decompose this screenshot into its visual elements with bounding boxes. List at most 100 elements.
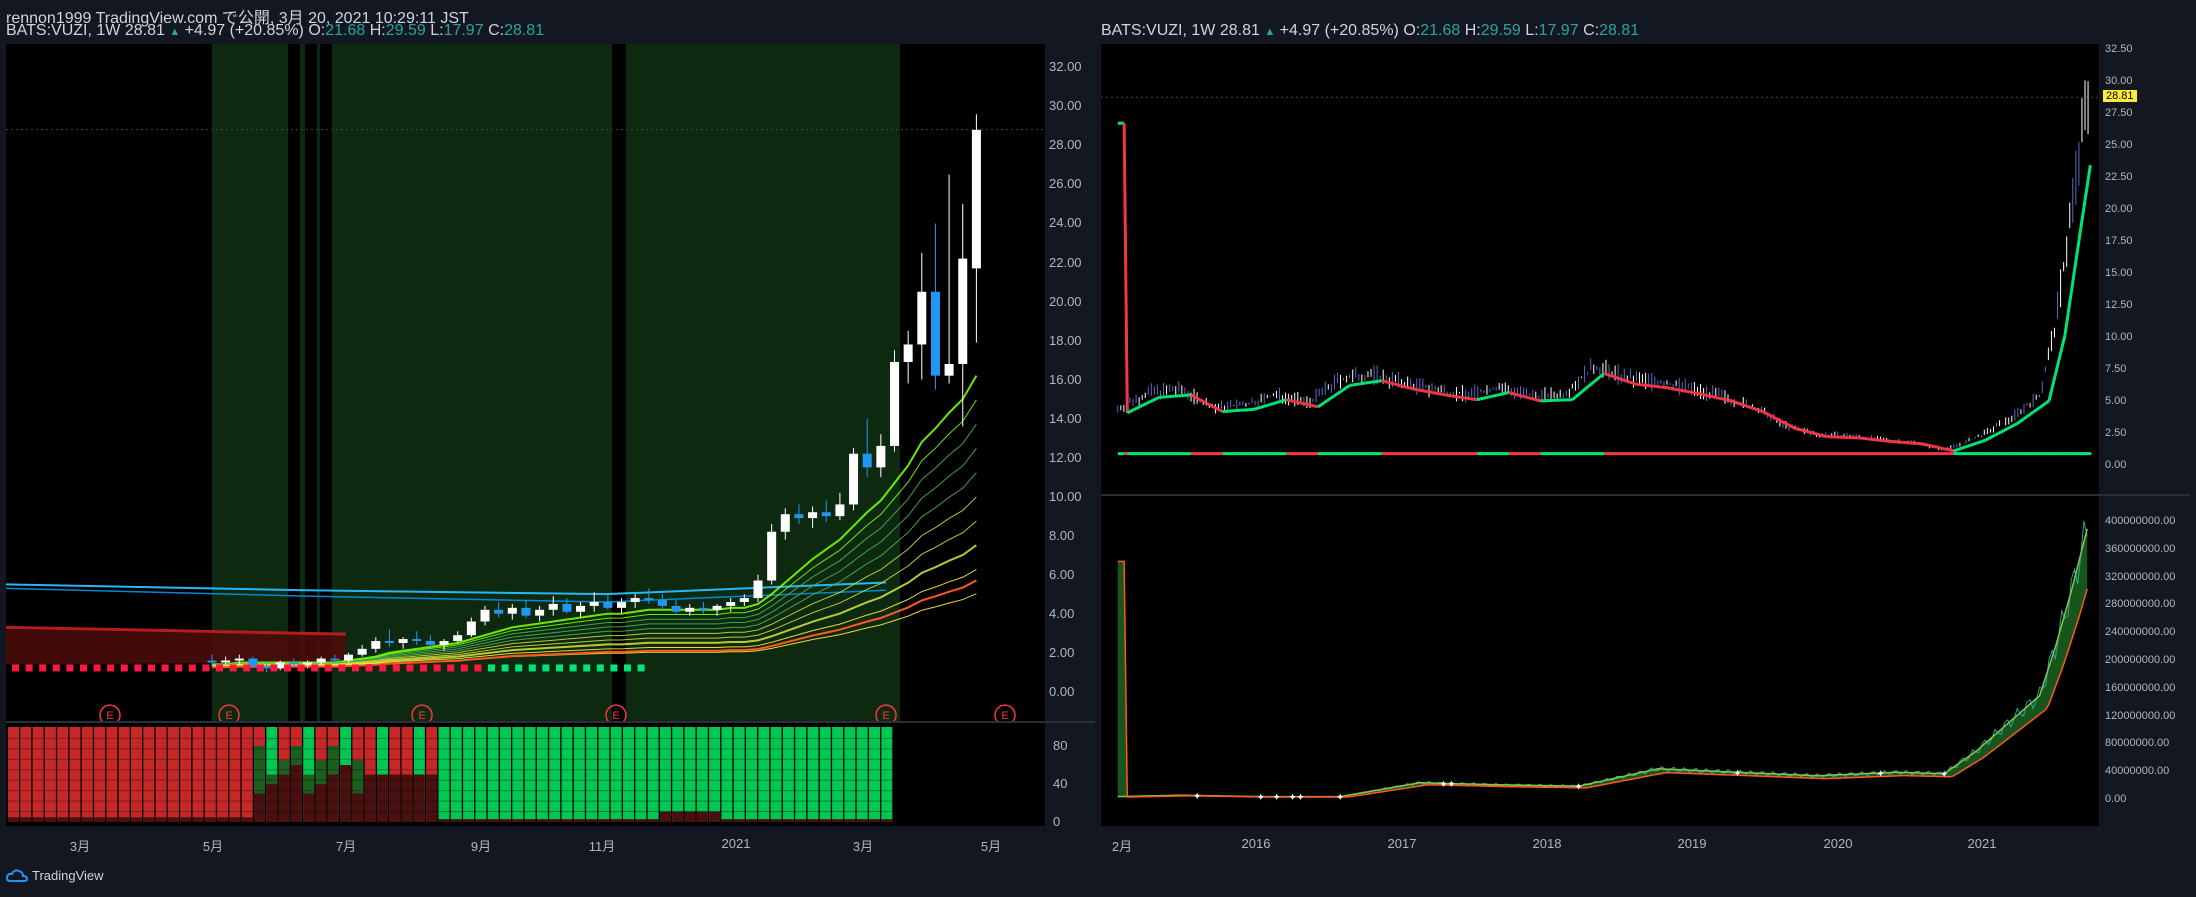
oscillator-bar-base [709,811,721,822]
trend-ma-segment [1997,430,2003,435]
trend-ma-segment [1530,396,1535,401]
left-oscillator-pane[interactable] [6,723,1045,826]
oscillator-bar-base [684,811,696,822]
trend-dot [324,664,332,672]
candle-body [726,601,736,606]
trend-break [288,44,300,721]
candle-body [480,609,490,622]
oscillator-bar-base [44,817,56,822]
trend-ma-segment [2050,374,2057,389]
candle-body [412,639,422,642]
right-price-pane[interactable] [1101,44,2099,494]
trend-dot [216,664,223,672]
oscillator-bar [795,727,807,822]
left-price-axis[interactable]: 32.00 30.00 28.00 26.00 24.00 22.00 20.00 18.00… [1045,44,1095,721]
right-volume-chart[interactable]: ✦ ✦ ✦ ✦ ✦ ✦✦ ✦ ✦✦ ✦ ✦ [1101,496,2099,826]
trend-ma-segment [1289,398,1293,403]
oscillator-bar [659,727,671,822]
trend-ma-segment [2007,425,2012,430]
candle-body [262,666,272,669]
open-label: O: [308,22,326,39]
trend-ma-segment [1425,389,1430,394]
trend-ma-segment [1749,405,1754,410]
volume-tick-label: 320000000.00 [2105,570,2176,583]
trend-ma-segment [1314,404,1319,409]
trend-ma-segment [1708,394,1713,399]
trend-ma-segment [1711,395,1716,399]
price-tick-label: 5.00 [2105,395,2127,408]
time-tick-label: 9月 [470,839,492,854]
trend-ma-segment [1790,425,1796,430]
oscillator-bar [684,727,696,822]
trend-ma-segment [1298,401,1303,405]
last-price-tag: 28.81 [2103,90,2137,103]
trend-ma-segment [1269,402,1274,406]
left-oscillator-axis[interactable]: 80 40 0 [1045,723,1095,826]
candle-body [289,662,299,665]
oscillator-bar-base [167,817,179,822]
trend-ma-segment [1311,403,1316,408]
trend-ma-segment [1803,429,1808,434]
trend-ma-segment [1714,395,1719,400]
candle-body [739,598,749,602]
right-price-chart[interactable] [1101,44,2099,494]
price-tick-label: 28.00 [1049,137,1082,153]
oscillator-bar-base [647,819,659,822]
trend-dot [134,664,142,672]
price-tick-label: 10.00 [2105,331,2133,344]
oscillator-bar-base [290,765,302,822]
oscillator-bar [696,727,708,822]
oscillator-bar [635,727,647,822]
right-price-axis[interactable]: 32.50 30.00 27.50 25.00 22.50 20.00 17.50 15.00… [2099,44,2190,494]
trend-ma-segment [1950,448,1955,453]
trend-ma-segment [1215,406,1221,412]
trend-ma-segment [1397,383,1402,388]
cross-marker: ✦ [1447,780,1455,791]
candle-body [944,363,954,376]
symbol-label: BATS:VUZI, 1W 28.81 [1101,22,1260,39]
right-volume-pane[interactable]: ✦ ✦ ✦ ✦ ✦ ✦ ✦ ✦ ✦ ✦ ✦ ✦ [1101,496,2099,826]
tradingview-footer[interactable]: TradingView [6,868,104,883]
oscillator-bar [610,727,622,822]
oscillator-bar [623,727,634,822]
trend-ma-segment [1273,401,1278,405]
trend-ma-segment [1476,397,1481,402]
trend-ma-segment [1329,394,1335,400]
trend-break [612,44,626,721]
trend-dot [379,664,387,672]
candle-body [357,648,367,655]
trend-ma-segment [1705,393,1710,398]
oscillator-bar-base [32,817,44,822]
left-oscillator-chart[interactable] [6,723,1045,826]
candle-body [657,600,667,606]
trend-ma-segment [1730,399,1735,404]
chart-splitter[interactable] [1095,44,1101,862]
oscillator-bar [180,727,192,822]
trend-ma-segment [2010,423,2015,429]
trend-dot [352,664,359,672]
cross-marker: ✦ [1574,782,1582,793]
pane-divider[interactable] [6,721,1095,723]
oscillator-bar-base [57,817,69,822]
trend-ma-segment [1260,404,1265,409]
earnings-marker [99,704,121,721]
trend-ma-segment [1921,442,1926,446]
trend-ma-segment [1759,409,1764,414]
time-tick-label: 2021 [1967,836,1997,851]
ma-200-line [6,581,887,596]
trend-ma-segment [1209,403,1214,408]
trend-ma-segment [1816,432,1821,437]
candle-body [753,580,763,599]
right-volume-axis[interactable]: 400000000.00 360000000.00 320000000.00 2800… [2099,496,2190,826]
pane-divider[interactable] [1101,494,2190,496]
trend-dot [596,664,604,672]
trend-ma-segment [1819,433,1824,438]
oscillator-bar [69,727,81,822]
trend-dot [120,664,128,672]
left-time-axis[interactable]: 3月 5月 7月 9月 11月 2021 3月 5月 [6,826,1095,862]
right-time-axis[interactable]: 2月 2016 2017 2018 2019 2020 2021 [1101,826,2190,862]
trend-ma-segment [1975,440,1980,445]
trend-ma-segment [1521,394,1525,399]
